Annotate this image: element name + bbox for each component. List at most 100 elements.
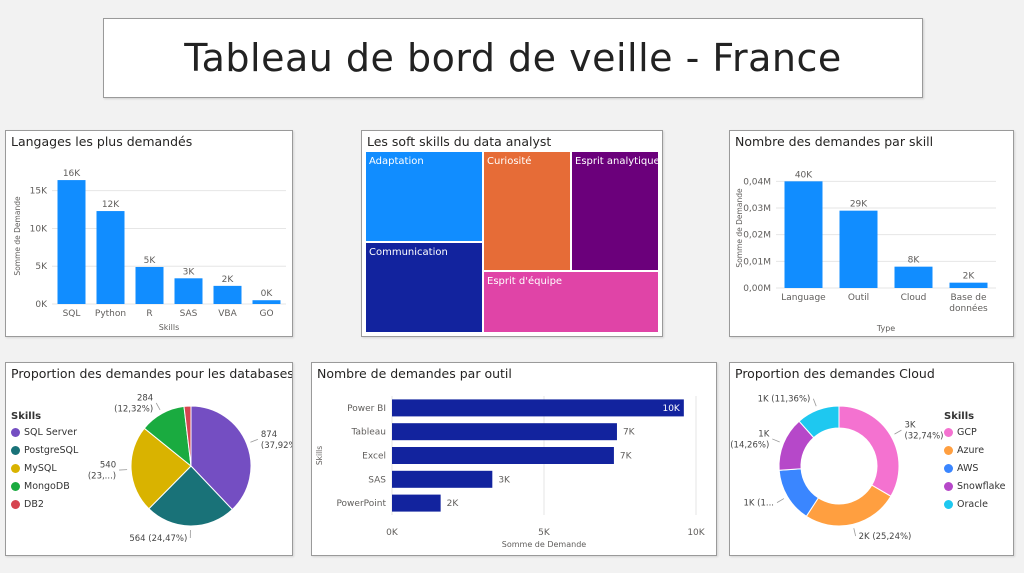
x-axis-label: Skills [159, 323, 180, 332]
x-tick-label: 0K [386, 528, 399, 538]
x-tick-label: 5K [538, 528, 551, 538]
legend-item-mongodb[interactable]: MongoDB [11, 481, 78, 492]
outils-bar-chart: 0K 5K 10K Power BI 10K Tableau 7K Excel 7K SAS 3K P… [315, 396, 706, 549]
slice-sql-server [190, 405, 252, 511]
treemap-cell-esprit-equipe[interactable]: Esprit d'équipe [483, 271, 659, 333]
bar-sql [57, 180, 86, 304]
legend-item-azure[interactable]: Azure [944, 445, 1005, 456]
softskills-treemap-title: Les soft skills du data analyst [367, 134, 552, 149]
langages-bar-chart: 0K 5K 10K 15K 16K SQL 12K Python 5K R 3K SAS 2K VBA 0K… [13, 169, 286, 332]
y-tick-label: 0,02M [743, 231, 771, 241]
treemap-label-esprit-analytique: Esprit analytique [575, 156, 659, 167]
data-label: 3K [904, 421, 915, 431]
bar-power-bi [392, 399, 684, 417]
legend-label: MySQL [24, 463, 57, 474]
y-tick-label: Power BI [347, 404, 386, 414]
x-tick-label: 10K [687, 528, 705, 538]
data-label: 874 [261, 430, 277, 440]
leader-line [812, 398, 817, 407]
legend-label: SQL Server [24, 427, 77, 438]
legend-label: Azure [957, 445, 985, 456]
legend-item-snowflake[interactable]: Snowflake [944, 481, 1005, 492]
slice-postgresql [148, 465, 234, 527]
y-tick-label: 0,03M [743, 204, 771, 214]
legend-dot-icon [11, 464, 20, 473]
legend-item-postgresql[interactable]: PostgreSQL [11, 445, 78, 456]
slice-gcp [838, 405, 900, 497]
x-tick-label: Language [781, 293, 826, 303]
legend-label: GCP [957, 427, 977, 438]
slice-mysql [130, 427, 192, 510]
leader-line [250, 438, 259, 443]
legend-item-gcp[interactable]: GCP [944, 427, 1005, 438]
bar-outil [839, 210, 878, 288]
legend-dot-icon [944, 446, 953, 455]
cloud-legend: Skills GCP Azure AWS Snowflake Oracle [944, 411, 1005, 517]
y-tick-label: Excel [362, 452, 386, 462]
cloud-legend-title: Skills [944, 411, 975, 422]
data-label: 284 [137, 393, 153, 403]
legend-dot-icon [11, 446, 20, 455]
cloud-donut-chart: 3K(32,74%) 2K (25,24%) 1K (1... 1K(14,26%) 1… [730, 395, 943, 542]
legend-dot-icon [11, 500, 20, 509]
legend-label: Snowflake [957, 481, 1006, 492]
outils-chart-panel[interactable]: Nombre de demandes par outil 0K 5K 10K Powe… [311, 362, 717, 556]
legend-label: AWS [957, 463, 979, 474]
treemap-label-adaptation: Adaptation [369, 156, 424, 167]
legend-dot-icon [944, 464, 953, 473]
data-label: 7K [620, 452, 633, 462]
treemap-cell-communication[interactable]: Communication [365, 242, 483, 333]
y-tick-label: 0,00M [743, 284, 771, 294]
legend-item-oracle[interactable]: Oracle [944, 499, 1005, 510]
legend-item-mysql[interactable]: MySQL [11, 463, 78, 474]
databases-legend-title: Skills [11, 411, 42, 422]
softskills-treemap-panel[interactable]: Les soft skills du data analyst Adaptati… [361, 130, 663, 337]
data-label: (32,74%) [904, 432, 943, 442]
data-label: 5K [144, 256, 157, 266]
legend-label: Oracle [957, 499, 988, 510]
databases-pie-title: Proportion des demandes pour les databas… [11, 366, 293, 381]
y-tick-label: PowerPoint [336, 499, 386, 509]
bar-powerpoint [392, 494, 441, 512]
y-tick-label: Tableau [351, 428, 387, 438]
treemap-cell-adaptation[interactable]: Adaptation [365, 151, 483, 242]
legend-dot-icon [11, 482, 20, 491]
x-tick-label: Base de [950, 293, 986, 303]
y-tick-label: 0,04M [743, 177, 771, 187]
langages-chart-panel[interactable]: Langages les plus demandés 0K 5K 10K 15K 16K… [5, 130, 293, 337]
treemap-cell-curiosite[interactable]: Curiosité [483, 151, 571, 271]
data-label: 1K (11,36%) [758, 395, 811, 405]
databases-pie-panel[interactable]: Proportion des demandes pour les databas… [5, 362, 293, 556]
legend-dot-icon [11, 428, 20, 437]
data-label: 10K [662, 404, 680, 414]
databases-pie-chart: 874(37,92%) 564 (24,47%) 540(23,...) 284(12… [88, 393, 293, 544]
cloud-donut-panel[interactable]: Proportion des demandes Cloud Skills GCP… [729, 362, 1014, 556]
slice-oracle [798, 405, 840, 439]
data-label: 16K [63, 169, 81, 179]
data-label: 2K [447, 499, 460, 509]
data-label: (37,92%) [261, 441, 293, 451]
leader-line [772, 438, 780, 443]
data-label: 3K [183, 267, 196, 277]
skilltype-bar-chart: 0,00M 0,01M 0,02M 0,03M 0,04M 40K Language 29K O… [735, 170, 996, 333]
y-tick-label: 0,01M [743, 257, 771, 267]
legend-label: DB2 [24, 499, 44, 510]
legend-item-db2[interactable]: DB2 [11, 499, 78, 510]
databases-legend: Skills SQL Server PostgreSQL MySQL Mongo… [11, 411, 78, 517]
x-tick-label: VBA [218, 309, 237, 319]
treemap-cell-esprit-analytique[interactable]: Esprit analytique [571, 151, 659, 271]
legend-item-sql-server[interactable]: SQL Server [11, 427, 78, 438]
data-label: (23,...) [88, 472, 116, 482]
slice-azure [805, 484, 892, 527]
data-label: 2K [963, 272, 976, 282]
skilltype-chart-panel[interactable]: Nombre des demandes par skill 0,00M 0,01M… [729, 130, 1014, 337]
data-label: 29K [850, 200, 868, 210]
x-tick-label: données [949, 303, 988, 314]
bar-vba [213, 285, 242, 304]
legend-item-aws[interactable]: AWS [944, 463, 1005, 474]
y-tick-label: SAS [368, 475, 386, 485]
bar-language [784, 181, 823, 288]
data-label: 540 [100, 461, 116, 471]
page-title: Tableau de bord de veille - France [184, 36, 842, 80]
data-label: 0K [261, 289, 274, 299]
